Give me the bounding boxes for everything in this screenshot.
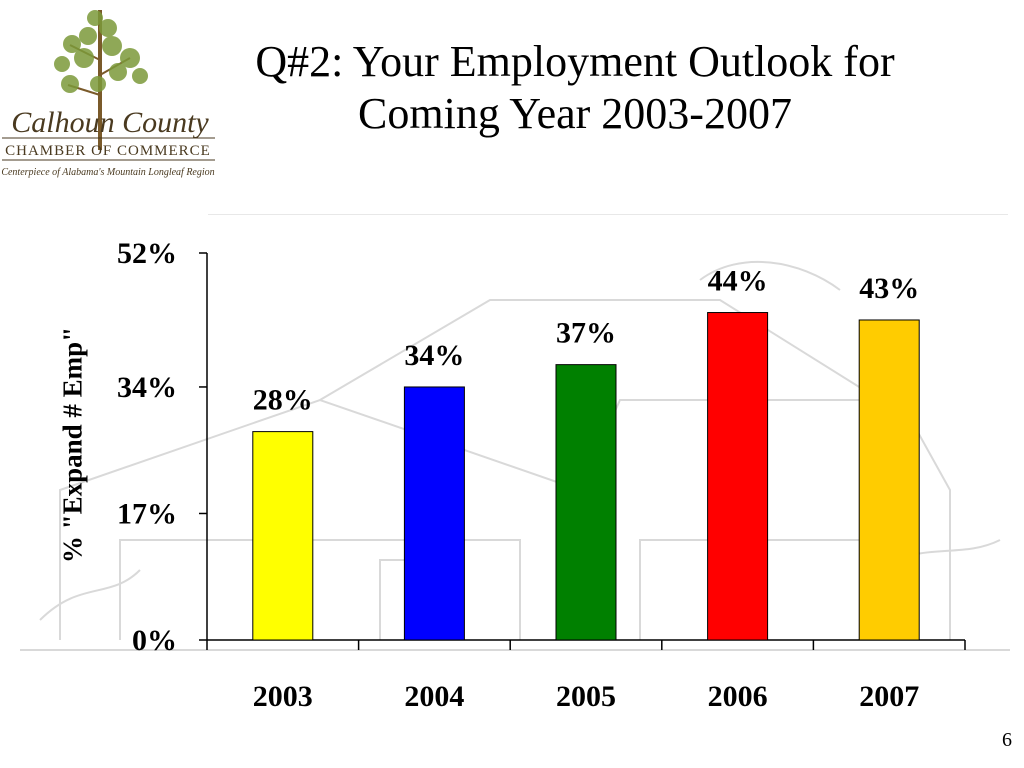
x-tick-label-2003: 2003 <box>253 680 313 713</box>
slide-title-line-1: Q#2: Your Employment Outlook for <box>255 37 895 86</box>
data-label-2007: 43% <box>859 272 919 305</box>
page-number: 6 <box>1002 729 1012 751</box>
bar-2007 <box>858 319 920 641</box>
x-tick-label-2007: 2007 <box>859 680 919 713</box>
y-tick-label: 52% <box>117 237 177 270</box>
chamber-logo: Calhoun County CHAMBER OF COMMERCE Cente… <box>1 10 215 178</box>
y-tick-label: 34% <box>117 371 177 404</box>
y-axis: 0% 17% 34% 52% <box>117 237 208 657</box>
data-label-2004: 34% <box>404 339 464 372</box>
x-tick-label-2006: 2006 <box>708 680 768 713</box>
logo-name: Calhoun County <box>11 106 209 139</box>
x-tick-label-2004: 2004 <box>404 680 464 713</box>
bar-2006 <box>707 312 769 641</box>
data-label-2005: 37% <box>556 317 616 350</box>
bars <box>252 312 920 641</box>
x-axis: 2003 2004 2005 2006 2007 <box>206 639 966 713</box>
y-tick-label: 0% <box>132 624 177 657</box>
slide-title: Q#2: Your Employment Outlook for Coming … <box>175 36 975 140</box>
bar-2003 <box>252 431 314 641</box>
data-label-2003: 28% <box>253 384 313 417</box>
x-tick-label-2005: 2005 <box>556 680 616 713</box>
data-labels: 28% 34% 37% 44% 43% <box>253 265 919 417</box>
bar-2004 <box>403 386 465 641</box>
logo-tagline: Centerpiece of Alabama's Mountain Longle… <box>1 167 214 178</box>
slide-title-line-2: Coming Year 2003-2007 <box>358 89 792 138</box>
data-label-2006: 44% <box>708 265 768 298</box>
logo-org: CHAMBER OF COMMERCE <box>5 143 211 159</box>
title-divider <box>208 214 1008 215</box>
y-tick-label: 17% <box>117 497 177 530</box>
bar-2005 <box>555 364 617 641</box>
y-axis-title: % "Expand # Emp" <box>57 326 88 564</box>
